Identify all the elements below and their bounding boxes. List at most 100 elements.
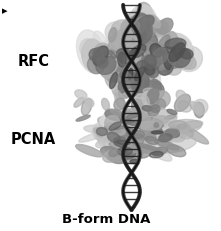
Ellipse shape xyxy=(105,111,121,120)
Ellipse shape xyxy=(103,150,121,163)
Text: PCNA: PCNA xyxy=(11,131,56,146)
Ellipse shape xyxy=(97,58,108,69)
Ellipse shape xyxy=(126,123,158,144)
Ellipse shape xyxy=(136,122,162,134)
Ellipse shape xyxy=(135,118,164,130)
Ellipse shape xyxy=(118,26,157,61)
Ellipse shape xyxy=(145,34,168,52)
Ellipse shape xyxy=(113,126,146,141)
Ellipse shape xyxy=(193,100,208,115)
Ellipse shape xyxy=(114,136,148,146)
Ellipse shape xyxy=(129,108,153,120)
Ellipse shape xyxy=(94,126,111,143)
Ellipse shape xyxy=(123,138,140,144)
Ellipse shape xyxy=(140,64,154,79)
Ellipse shape xyxy=(128,44,146,62)
Ellipse shape xyxy=(140,25,164,38)
Ellipse shape xyxy=(129,139,158,154)
Ellipse shape xyxy=(114,48,126,72)
Ellipse shape xyxy=(128,61,151,98)
Ellipse shape xyxy=(104,136,125,156)
Ellipse shape xyxy=(155,40,171,63)
Ellipse shape xyxy=(153,22,168,37)
Ellipse shape xyxy=(135,126,160,139)
Ellipse shape xyxy=(157,19,173,35)
Ellipse shape xyxy=(98,117,126,136)
Ellipse shape xyxy=(164,120,202,134)
Ellipse shape xyxy=(109,57,126,73)
Ellipse shape xyxy=(159,131,185,141)
Ellipse shape xyxy=(109,29,132,50)
Ellipse shape xyxy=(124,17,146,36)
Ellipse shape xyxy=(110,123,126,138)
Ellipse shape xyxy=(156,134,173,150)
Ellipse shape xyxy=(130,42,158,68)
Ellipse shape xyxy=(109,149,118,157)
Ellipse shape xyxy=(145,66,155,76)
Ellipse shape xyxy=(130,160,138,164)
Ellipse shape xyxy=(144,36,167,54)
Ellipse shape xyxy=(131,45,146,58)
Ellipse shape xyxy=(114,46,145,72)
Ellipse shape xyxy=(124,60,140,71)
Ellipse shape xyxy=(173,125,190,132)
Ellipse shape xyxy=(102,114,138,134)
Ellipse shape xyxy=(75,90,87,100)
Ellipse shape xyxy=(79,131,107,143)
Ellipse shape xyxy=(93,128,129,148)
Ellipse shape xyxy=(109,40,137,74)
Ellipse shape xyxy=(128,69,133,81)
Ellipse shape xyxy=(158,134,172,142)
Ellipse shape xyxy=(155,91,170,108)
Ellipse shape xyxy=(116,41,143,65)
Ellipse shape xyxy=(150,45,162,58)
Ellipse shape xyxy=(128,52,150,77)
Ellipse shape xyxy=(127,134,144,146)
Ellipse shape xyxy=(128,51,146,76)
Ellipse shape xyxy=(134,26,152,47)
Ellipse shape xyxy=(109,84,149,99)
Ellipse shape xyxy=(142,129,168,140)
Ellipse shape xyxy=(96,57,116,75)
Ellipse shape xyxy=(118,82,126,94)
Ellipse shape xyxy=(126,36,156,56)
Ellipse shape xyxy=(124,26,160,53)
Ellipse shape xyxy=(142,92,151,104)
Ellipse shape xyxy=(148,100,157,110)
Ellipse shape xyxy=(114,99,125,111)
Ellipse shape xyxy=(118,55,134,72)
Ellipse shape xyxy=(119,122,135,132)
Ellipse shape xyxy=(133,82,147,97)
Ellipse shape xyxy=(125,119,162,129)
Ellipse shape xyxy=(124,121,153,141)
Ellipse shape xyxy=(120,12,140,51)
Ellipse shape xyxy=(122,141,152,157)
Ellipse shape xyxy=(122,45,144,60)
Ellipse shape xyxy=(190,102,201,113)
Ellipse shape xyxy=(154,140,179,150)
Ellipse shape xyxy=(130,35,141,61)
Ellipse shape xyxy=(121,21,146,42)
Ellipse shape xyxy=(125,22,132,46)
Ellipse shape xyxy=(141,55,153,70)
Ellipse shape xyxy=(148,30,183,65)
Ellipse shape xyxy=(105,41,135,66)
Ellipse shape xyxy=(141,24,157,48)
Ellipse shape xyxy=(157,99,166,110)
Ellipse shape xyxy=(141,121,154,129)
Ellipse shape xyxy=(124,58,141,74)
Ellipse shape xyxy=(113,153,140,164)
Ellipse shape xyxy=(103,53,128,87)
Ellipse shape xyxy=(109,122,121,131)
Ellipse shape xyxy=(134,35,150,50)
Ellipse shape xyxy=(167,129,190,137)
Ellipse shape xyxy=(100,117,126,134)
Ellipse shape xyxy=(132,27,158,52)
Ellipse shape xyxy=(167,39,188,50)
Ellipse shape xyxy=(153,49,167,65)
Ellipse shape xyxy=(135,16,154,32)
Ellipse shape xyxy=(109,140,139,147)
Ellipse shape xyxy=(131,131,145,139)
Ellipse shape xyxy=(142,44,162,88)
Ellipse shape xyxy=(120,48,147,81)
